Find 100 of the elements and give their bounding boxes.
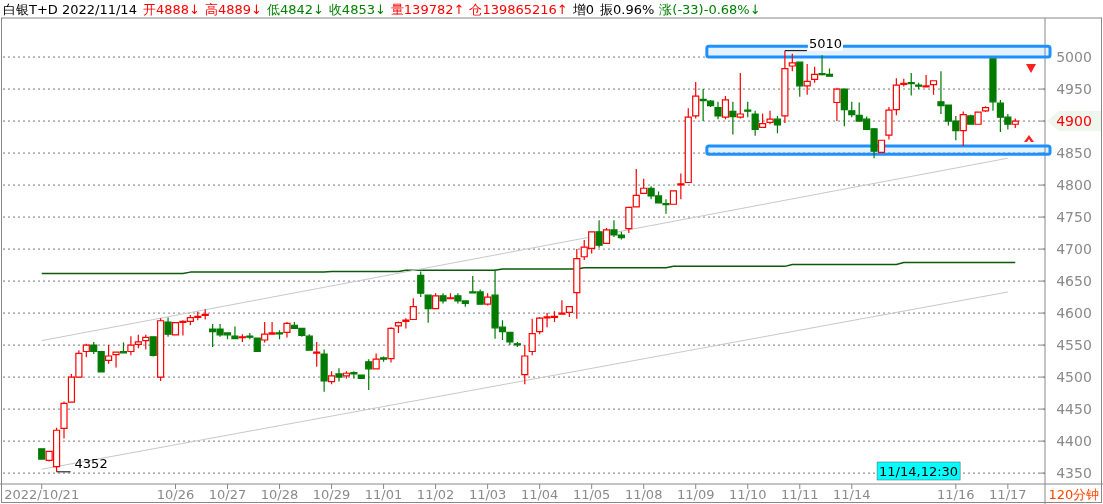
candlestick bbox=[729, 101, 737, 136]
candlestick bbox=[484, 292, 492, 307]
text: 120分钟 bbox=[1048, 487, 1100, 502]
chart-title: 白银T+D 2022/11/14 bbox=[3, 2, 137, 17]
candlestick bbox=[283, 321, 291, 339]
candlestick bbox=[327, 370, 336, 385]
candlestick bbox=[365, 358, 373, 391]
candlestick bbox=[105, 344, 113, 365]
candlestick bbox=[142, 334, 150, 351]
x-tick-label: 11/14 bbox=[833, 487, 871, 502]
candlestick bbox=[699, 88, 707, 122]
candlestick bbox=[788, 53, 796, 72]
candlestick bbox=[446, 292, 455, 300]
candlestick bbox=[394, 320, 403, 334]
candlestick bbox=[840, 88, 848, 127]
candlestick bbox=[929, 80, 938, 96]
candlestick bbox=[640, 178, 648, 194]
candlestick bbox=[424, 294, 432, 324]
candlestick bbox=[892, 77, 900, 116]
text: 涨(-33)-0.68%↓ bbox=[659, 2, 761, 17]
y-tick-label: 5000 bbox=[1056, 49, 1092, 66]
y-tick-label: 4800 bbox=[1056, 177, 1092, 194]
candlestick bbox=[684, 107, 692, 184]
candlestick bbox=[967, 114, 975, 125]
candlestick bbox=[513, 341, 521, 348]
candlestick bbox=[238, 333, 246, 343]
x-tick-label: 11/01 bbox=[364, 487, 403, 502]
candlestick bbox=[417, 270, 425, 298]
y-tick-label: 4950 bbox=[1056, 81, 1092, 98]
candlestick bbox=[721, 95, 730, 120]
candlestick bbox=[335, 367, 343, 383]
candlestick bbox=[714, 101, 722, 120]
candlestick bbox=[313, 341, 321, 368]
candlestick bbox=[573, 248, 581, 320]
y-tick-label: 4400 bbox=[1056, 433, 1092, 450]
candlestick bbox=[149, 335, 157, 358]
text: 4900 bbox=[1056, 113, 1092, 130]
candlestick bbox=[201, 308, 209, 321]
x-tick-label: 11/09 bbox=[676, 487, 715, 502]
x-tick-label: 11/08 bbox=[624, 487, 663, 502]
candlestick bbox=[848, 101, 856, 118]
candlestick bbox=[528, 318, 536, 356]
candlestick bbox=[781, 50, 789, 124]
annotation: 11/14,12:30 bbox=[879, 464, 959, 479]
candlestick bbox=[387, 326, 395, 363]
x-tick-label: 11/17 bbox=[989, 487, 1027, 502]
y-tick-label: 4350 bbox=[1056, 465, 1092, 482]
x-tick-label: 11/11 bbox=[781, 487, 819, 502]
candlestick bbox=[811, 66, 819, 84]
candlestick bbox=[82, 343, 90, 358]
x-tick-label: 10/29 bbox=[312, 487, 351, 502]
candlestick bbox=[766, 110, 774, 125]
candlestick bbox=[379, 356, 388, 363]
x-tick-label: 11/03 bbox=[468, 487, 507, 502]
candlestick bbox=[885, 106, 893, 141]
x-tick-label: 10/27 bbox=[208, 487, 247, 502]
candlestick bbox=[439, 292, 447, 305]
y-tick-label: 4500 bbox=[1056, 369, 1092, 386]
x-tick-label: 10/28 bbox=[260, 487, 299, 502]
candlestick bbox=[773, 115, 782, 134]
text: 振0.96% bbox=[600, 2, 655, 17]
candlestick bbox=[751, 110, 759, 137]
y-tick-label: 4700 bbox=[1056, 241, 1092, 258]
text: 开4888↓ bbox=[142, 2, 200, 17]
y-tick-label: 4750 bbox=[1056, 209, 1092, 226]
y-tick-label: 4550 bbox=[1056, 337, 1092, 354]
candlestick bbox=[796, 61, 804, 98]
candlestick bbox=[119, 341, 128, 355]
text: 仓139865216↑ bbox=[469, 2, 568, 17]
candlestick bbox=[677, 172, 685, 200]
candlestick bbox=[350, 370, 358, 379]
candlestick bbox=[692, 81, 700, 120]
text: 增0 bbox=[571, 2, 594, 17]
candlestick bbox=[959, 110, 967, 147]
candlestick bbox=[595, 219, 603, 249]
candlestick bbox=[432, 292, 440, 310]
candlestick bbox=[60, 400, 68, 440]
y-tick-label: 4650 bbox=[1056, 273, 1092, 290]
candlestick bbox=[372, 352, 380, 370]
text: 低4842↓ bbox=[266, 2, 324, 17]
candlestick bbox=[706, 99, 715, 108]
text: 高4889↓ bbox=[204, 2, 262, 17]
candlestick bbox=[974, 110, 982, 125]
candlestick bbox=[833, 87, 841, 122]
candlestick bbox=[602, 227, 611, 244]
candlestick bbox=[922, 74, 930, 88]
y-tick-label: 4600 bbox=[1056, 305, 1092, 322]
candlestick bbox=[357, 374, 365, 379]
candlestick bbox=[669, 190, 678, 205]
candlestick bbox=[915, 82, 923, 90]
candlestick bbox=[736, 72, 744, 120]
candlestick bbox=[521, 344, 529, 385]
candlestick bbox=[803, 63, 811, 96]
candlestick bbox=[38, 447, 46, 461]
candlestick bbox=[1011, 117, 1019, 129]
text: 收4853↓ bbox=[328, 2, 386, 17]
candlestick bbox=[320, 348, 328, 393]
candlestick bbox=[632, 168, 640, 209]
annotation: 4352 bbox=[74, 455, 108, 471]
candlestick bbox=[877, 139, 886, 154]
